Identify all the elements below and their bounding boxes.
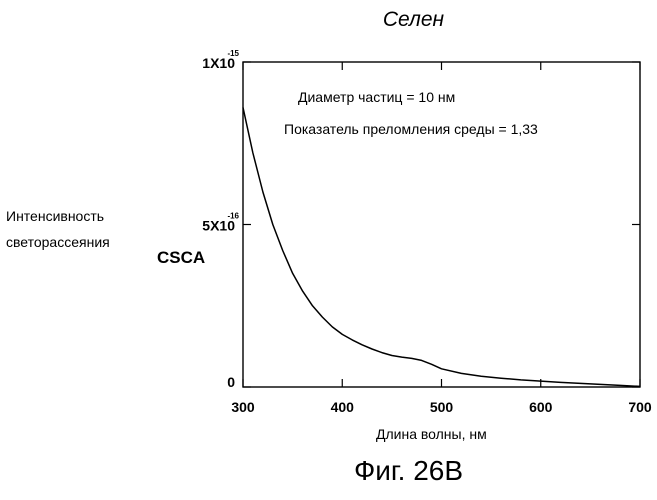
x-tick-label: 500 <box>430 399 454 415</box>
y-tick-exponent: -15 <box>227 49 239 58</box>
x-tick-label: 400 <box>331 399 355 415</box>
x-tick-label: 300 <box>231 399 255 415</box>
y-tick-exponent: -16 <box>227 212 239 221</box>
scattering-curve <box>243 108 640 387</box>
plot-frame <box>243 62 640 387</box>
y-tick-label: 0 <box>227 374 235 390</box>
x-tick-label: 700 <box>628 399 652 415</box>
x-tick-label: 600 <box>529 399 553 415</box>
